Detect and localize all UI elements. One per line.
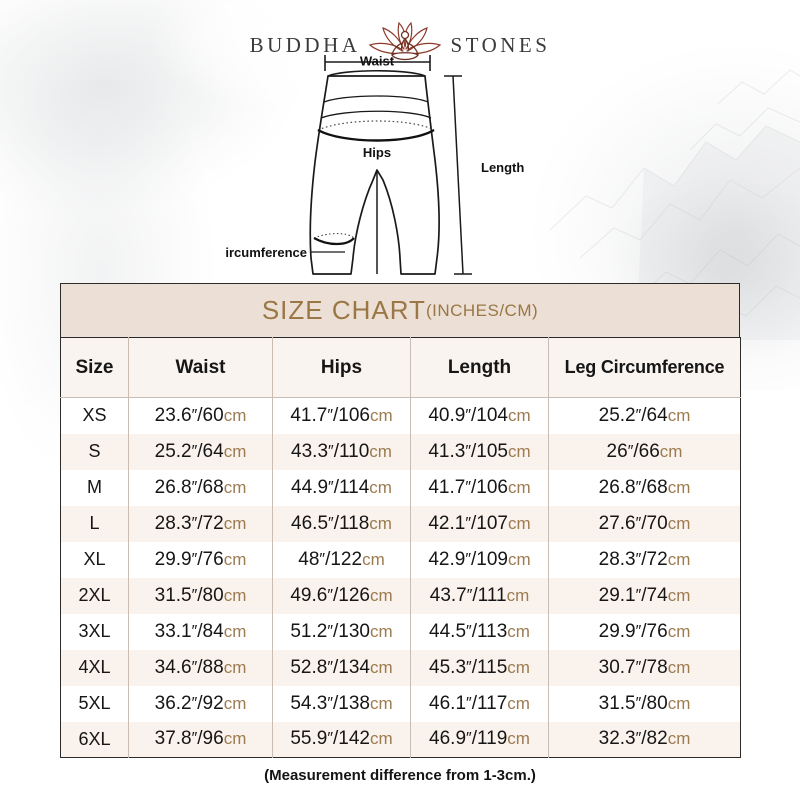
cell-leg-circumference: 32.3″/82cm bbox=[548, 721, 741, 758]
pants-measurement-diagram: Waist Hips Length Leg Circumference bbox=[225, 52, 565, 280]
size-chart-title-bar: SIZE CHART (INCHES/CM) bbox=[60, 283, 740, 337]
cell-leg-circumference: 25.2″/64cm bbox=[548, 397, 741, 434]
cell-leg-circumference: 30.7″/78cm bbox=[548, 649, 741, 686]
cell-length: 40.9″/104cm bbox=[410, 397, 549, 434]
column-header-hips: Hips bbox=[272, 337, 411, 398]
cell-length: 42.1″/107cm bbox=[410, 505, 549, 542]
cell-hips: 49.6″/126cm bbox=[272, 577, 411, 614]
cell-leg-circumference: 26″/66cm bbox=[548, 433, 741, 470]
table-row: M 26.8″/68cm 44.9″/114cm 41.7″/106cm 26.8″/6… bbox=[60, 469, 741, 506]
table-row: 4XL 34.6″/88cm 52.8″/134cm 45.3″/115cm 30.7″… bbox=[60, 649, 741, 686]
cell-waist: 31.5″/80cm bbox=[128, 577, 273, 614]
column-header-leg-circumference: Leg Circumference bbox=[548, 337, 741, 398]
brand-name-right: STONES bbox=[450, 32, 551, 57]
cell-hips: 51.2″/130cm bbox=[272, 613, 411, 650]
cell-waist: 33.1″/84cm bbox=[128, 613, 273, 650]
table-row: 6XL 37.8″/96cm 55.9″/142cm 46.9″/119cm 32.3″… bbox=[60, 721, 741, 758]
size-chart-block: SIZE CHART (INCHES/CM) Size Waist Hips Le… bbox=[60, 283, 741, 784]
table-row: XS 23.6″/60cm 41.7″/106cm 40.9″/104cm 25.2″/… bbox=[60, 397, 741, 434]
cell-length: 45.3″/115cm bbox=[410, 649, 549, 686]
column-header-size: Size bbox=[60, 337, 129, 398]
table-body: XS 23.6″/60cm 41.7″/106cm 40.9″/104cm 25.2″/… bbox=[60, 397, 741, 758]
cell-leg-circumference: 28.3″/72cm bbox=[548, 541, 741, 578]
cell-hips: 54.3″/138cm bbox=[272, 685, 411, 722]
cell-length: 41.3″/105cm bbox=[410, 433, 549, 470]
cell-waist: 23.6″/60cm bbox=[128, 397, 273, 434]
cell-leg-circumference: 31.5″/80cm bbox=[548, 685, 741, 722]
cell-hips: 41.7″/106cm bbox=[272, 397, 411, 434]
table-row: S 25.2″/64cm 43.3″/110cm 41.3″/105cm 26″/66c… bbox=[60, 433, 741, 470]
cell-waist: 29.9″/76cm bbox=[128, 541, 273, 578]
cell-leg-circumference: 27.6″/70cm bbox=[548, 505, 741, 542]
cell-hips: 46.5″/118cm bbox=[272, 505, 411, 542]
cell-size: XS bbox=[60, 397, 129, 434]
cell-waist: 26.8″/68cm bbox=[128, 469, 273, 506]
table-row: XL 29.9″/76cm 48″/122cm 42.9″/109cm 28.3″/72… bbox=[60, 541, 741, 578]
cell-size: L bbox=[60, 505, 129, 542]
cell-length: 43.7″/111cm bbox=[410, 577, 549, 614]
cell-hips: 48″/122cm bbox=[272, 541, 411, 578]
diagram-label-length: Length bbox=[481, 160, 524, 175]
cell-waist: 25.2″/64cm bbox=[128, 433, 273, 470]
cell-size: 5XL bbox=[60, 685, 129, 722]
cell-waist: 36.2″/92cm bbox=[128, 685, 273, 722]
diagram-label-hips: Hips bbox=[363, 145, 391, 160]
cell-hips: 55.9″/142cm bbox=[272, 721, 411, 758]
cell-waist: 34.6″/88cm bbox=[128, 649, 273, 686]
cell-size: 4XL bbox=[60, 649, 129, 686]
cell-hips: 44.9″/114cm bbox=[272, 469, 411, 506]
cell-length: 46.9″/119cm bbox=[410, 721, 549, 758]
cell-size: S bbox=[60, 433, 129, 470]
size-chart-title: SIZE CHART bbox=[261, 295, 426, 325]
table-row: 5XL 36.2″/92cm 54.3″/138cm 46.1″/117cm 31.5″… bbox=[60, 685, 741, 722]
cell-hips: 43.3″/110cm bbox=[272, 433, 411, 470]
diagram-label-leg-circumference: Leg Circumference bbox=[225, 245, 307, 260]
diagram-label-waist: Waist bbox=[360, 54, 395, 69]
table-row: 2XL 31.5″/80cm 49.6″/126cm 43.7″/111cm 29.1″… bbox=[60, 577, 741, 614]
table-row: 3XL 33.1″/84cm 51.2″/130cm 44.5″/113cm 29.9″… bbox=[60, 613, 741, 650]
cell-length: 42.9″/109cm bbox=[410, 541, 549, 578]
cell-length: 41.7″/106cm bbox=[410, 469, 549, 506]
cell-leg-circumference: 29.1″/74cm bbox=[548, 577, 741, 614]
cell-length: 46.1″/117cm bbox=[410, 685, 549, 722]
cell-size: 3XL bbox=[60, 613, 129, 650]
cell-size: 6XL bbox=[60, 721, 129, 758]
cell-hips: 52.8″/134cm bbox=[272, 649, 411, 686]
table-row: L 28.3″/72cm 46.5″/118cm 42.1″/107cm 27.6″/7… bbox=[60, 505, 741, 542]
cell-length: 44.5″/113cm bbox=[410, 613, 549, 650]
size-chart-title-units: (INCHES/CM) bbox=[425, 300, 539, 320]
cell-leg-circumference: 26.8″/68cm bbox=[548, 469, 741, 506]
table-header-row: Size Waist Hips Length Leg Circumference bbox=[60, 337, 741, 398]
cell-leg-circumference: 29.9″/76cm bbox=[548, 613, 741, 650]
cell-waist: 37.8″/96cm bbox=[128, 721, 273, 758]
cell-size: 2XL bbox=[60, 577, 129, 614]
cell-size: M bbox=[60, 469, 129, 506]
cell-size: XL bbox=[60, 541, 129, 578]
column-header-length: Length bbox=[410, 337, 549, 398]
size-chart-table: Size Waist Hips Length Leg Circumference… bbox=[60, 337, 741, 758]
measurement-note: (Measurement difference from 1-3cm.) bbox=[264, 767, 536, 784]
cell-waist: 28.3″/72cm bbox=[128, 505, 273, 542]
column-header-waist: Waist bbox=[128, 337, 273, 398]
